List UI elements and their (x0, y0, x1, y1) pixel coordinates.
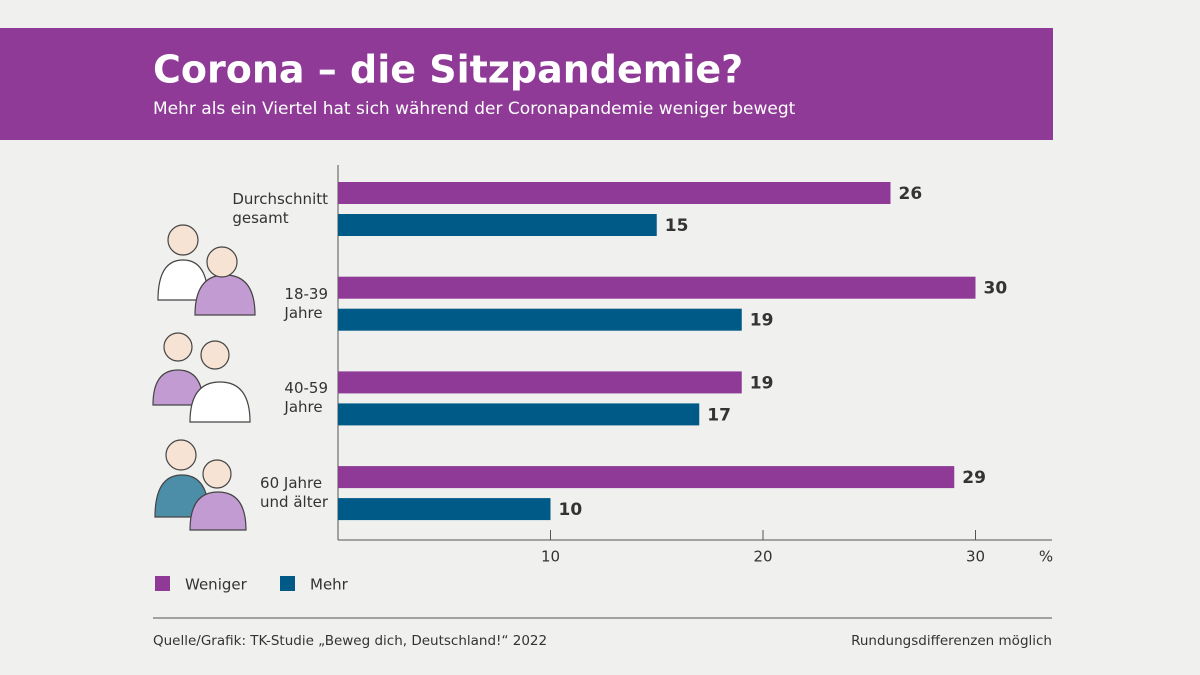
bar (338, 214, 657, 236)
x-axis-label: % (1039, 548, 1053, 566)
x-tick-label: 10 (541, 548, 560, 566)
bar (338, 466, 955, 489)
x-tick-label: 20 (753, 548, 772, 566)
source: Quelle/Grafik: TK-Studie „Beweg dich, De… (153, 633, 547, 649)
value-label: 17 (707, 405, 731, 425)
value-label: 30 (984, 279, 1008, 299)
value-label: 19 (750, 311, 774, 331)
category-label: Durchschnitt gesamt (232, 190, 328, 227)
category-label: 18-39 Jahre (284, 284, 328, 322)
category-label: 60 Jahre und älter (260, 474, 328, 512)
category-label: 40-59 Jahre (284, 379, 328, 417)
legend-label: Mehr (310, 576, 349, 594)
illustrations (152, 224, 256, 531)
value-label: 19 (750, 373, 774, 393)
bar (338, 498, 551, 521)
bar (338, 308, 742, 331)
x-tick-label: 30 (966, 548, 985, 566)
legend-swatch (155, 576, 170, 591)
value-label: 15 (665, 216, 689, 236)
header-band (0, 28, 1053, 140)
value-label: 29 (962, 468, 986, 488)
legend-label: Weniger (185, 576, 248, 594)
note: Rundungsdifferenzen möglich (851, 633, 1052, 649)
bar (338, 182, 891, 204)
bar (338, 371, 742, 394)
legend-swatch (280, 576, 295, 591)
chart-title: Corona – die Sitzpandemie? (153, 48, 743, 92)
bar (338, 276, 976, 299)
value-label: 10 (559, 500, 583, 520)
value-label: 26 (899, 184, 923, 204)
bar (338, 403, 700, 426)
chart-subtitle: Mehr als ein Viertel hat sich während de… (153, 99, 796, 119)
